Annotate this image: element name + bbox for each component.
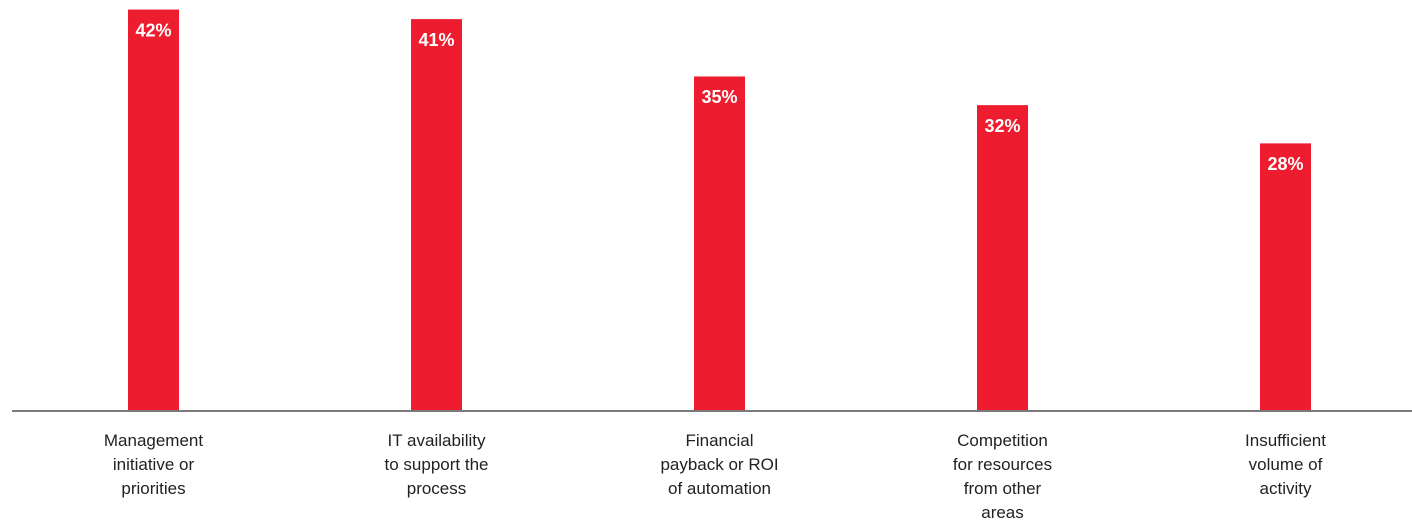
- x-tick-label: IT availability to support the process: [384, 431, 489, 498]
- value-label: 35%: [701, 87, 737, 107]
- value-label: 28%: [1267, 154, 1303, 174]
- x-tick-label: Financial payback or ROI of automation: [660, 431, 779, 498]
- value-label: 42%: [135, 20, 171, 40]
- bar: [411, 19, 462, 412]
- x-tick-label: Management initiative or priorities: [103, 431, 204, 498]
- bar: [694, 76, 745, 411]
- x-tick-label: Insufficient volume of activity: [1245, 431, 1326, 498]
- bar: [128, 9, 179, 412]
- bar: [1260, 143, 1311, 412]
- value-label: 41%: [418, 30, 454, 50]
- value-label: 32%: [984, 116, 1020, 136]
- bar: [977, 105, 1028, 412]
- x-tick-label: Competition for resources from other are…: [952, 431, 1053, 522]
